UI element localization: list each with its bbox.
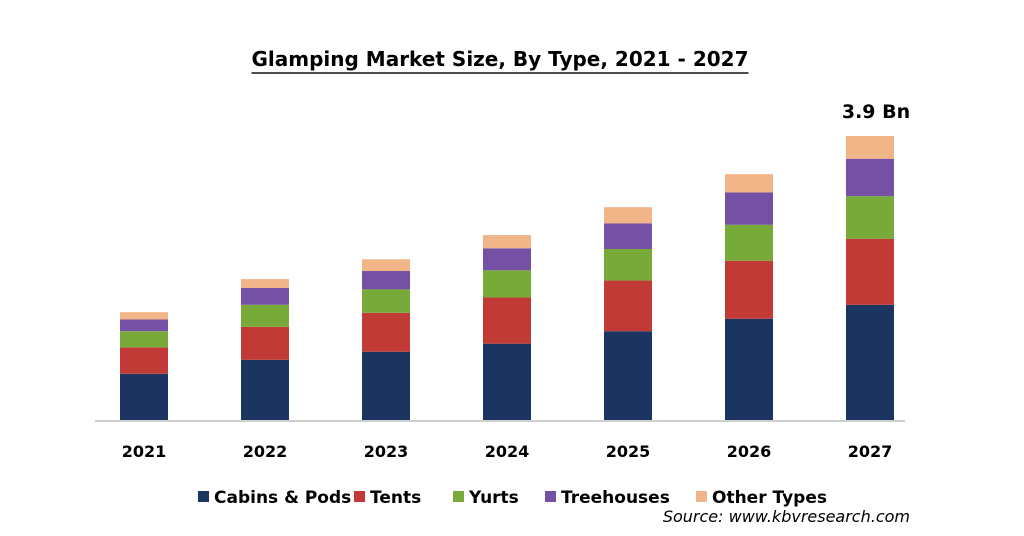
bar-segment: [604, 223, 652, 250]
bar-segment: [241, 304, 289, 327]
bar-segment: [241, 359, 289, 420]
bar-segment: [846, 238, 894, 305]
chart-title: Glamping Market Size, By Type, 2021 - 20…: [252, 47, 749, 71]
bar-segment: [604, 249, 652, 281]
bar-segment: [483, 270, 531, 298]
legend: Cabins & Pods Tents Yurts Treehouses Other T…: [198, 488, 827, 508]
bar-segment: [846, 136, 894, 159]
bar-segment: [120, 319, 168, 332]
x-tick-label: 2026: [727, 442, 772, 461]
bar-segment: [483, 235, 531, 249]
bar-segment: [725, 192, 773, 225]
legend-swatch: [545, 491, 556, 502]
bar-segment: [120, 373, 168, 420]
bar-segment: [362, 289, 410, 313]
legend-label: Tents: [370, 488, 421, 508]
bar-segment: [725, 318, 773, 420]
legend-label: Treehouses: [561, 488, 670, 508]
bar-segment: [362, 312, 410, 352]
legend-label: Yurts: [468, 488, 519, 508]
bar-segment: [725, 224, 773, 261]
x-tick-label: 2021: [122, 442, 167, 461]
x-tick-label: 2027: [848, 442, 893, 461]
x-axis-ticks: 2021 2022 2023 2024 2025 2026 2027: [122, 442, 893, 461]
x-tick-label: 2025: [606, 442, 651, 461]
bar-segment: [604, 207, 652, 224]
bar-segment: [120, 312, 168, 320]
legend-swatch: [354, 491, 365, 502]
bar-segment: [483, 297, 531, 344]
bar-segment: [725, 260, 773, 319]
bar-segment: [846, 196, 894, 239]
bar-segment: [846, 304, 894, 420]
annotations-layer: 3.9 Bn: [842, 101, 910, 123]
legend-swatch: [453, 491, 464, 502]
bar-segment: [362, 271, 410, 290]
bar-segment: [604, 331, 652, 420]
legend-label: Other Types: [712, 488, 827, 508]
legend-swatch: [198, 491, 209, 502]
bar-segment: [241, 326, 289, 360]
bar-segment: [120, 331, 168, 348]
x-tick-label: 2022: [243, 442, 288, 461]
bars-layer: [120, 136, 894, 420]
x-tick-label: 2023: [364, 442, 409, 461]
bar-segment: [725, 174, 773, 193]
bar-segment: [362, 259, 410, 272]
bar-segment: [604, 280, 652, 332]
bar-segment: [362, 351, 410, 420]
source-note: Source: www.kbvresearch.com: [663, 507, 910, 526]
legend-label: Cabins & Pods: [214, 488, 351, 508]
bar-segment: [483, 343, 531, 420]
bar-segment: [483, 248, 531, 271]
bar-segment: [120, 347, 168, 374]
bar-segment: [241, 279, 289, 288]
bar-segment: [846, 158, 894, 197]
x-tick-label: 2024: [485, 442, 530, 461]
total-label: 3.9 Bn: [842, 101, 910, 123]
bar-segment: [241, 287, 289, 305]
legend-swatch: [696, 491, 707, 502]
